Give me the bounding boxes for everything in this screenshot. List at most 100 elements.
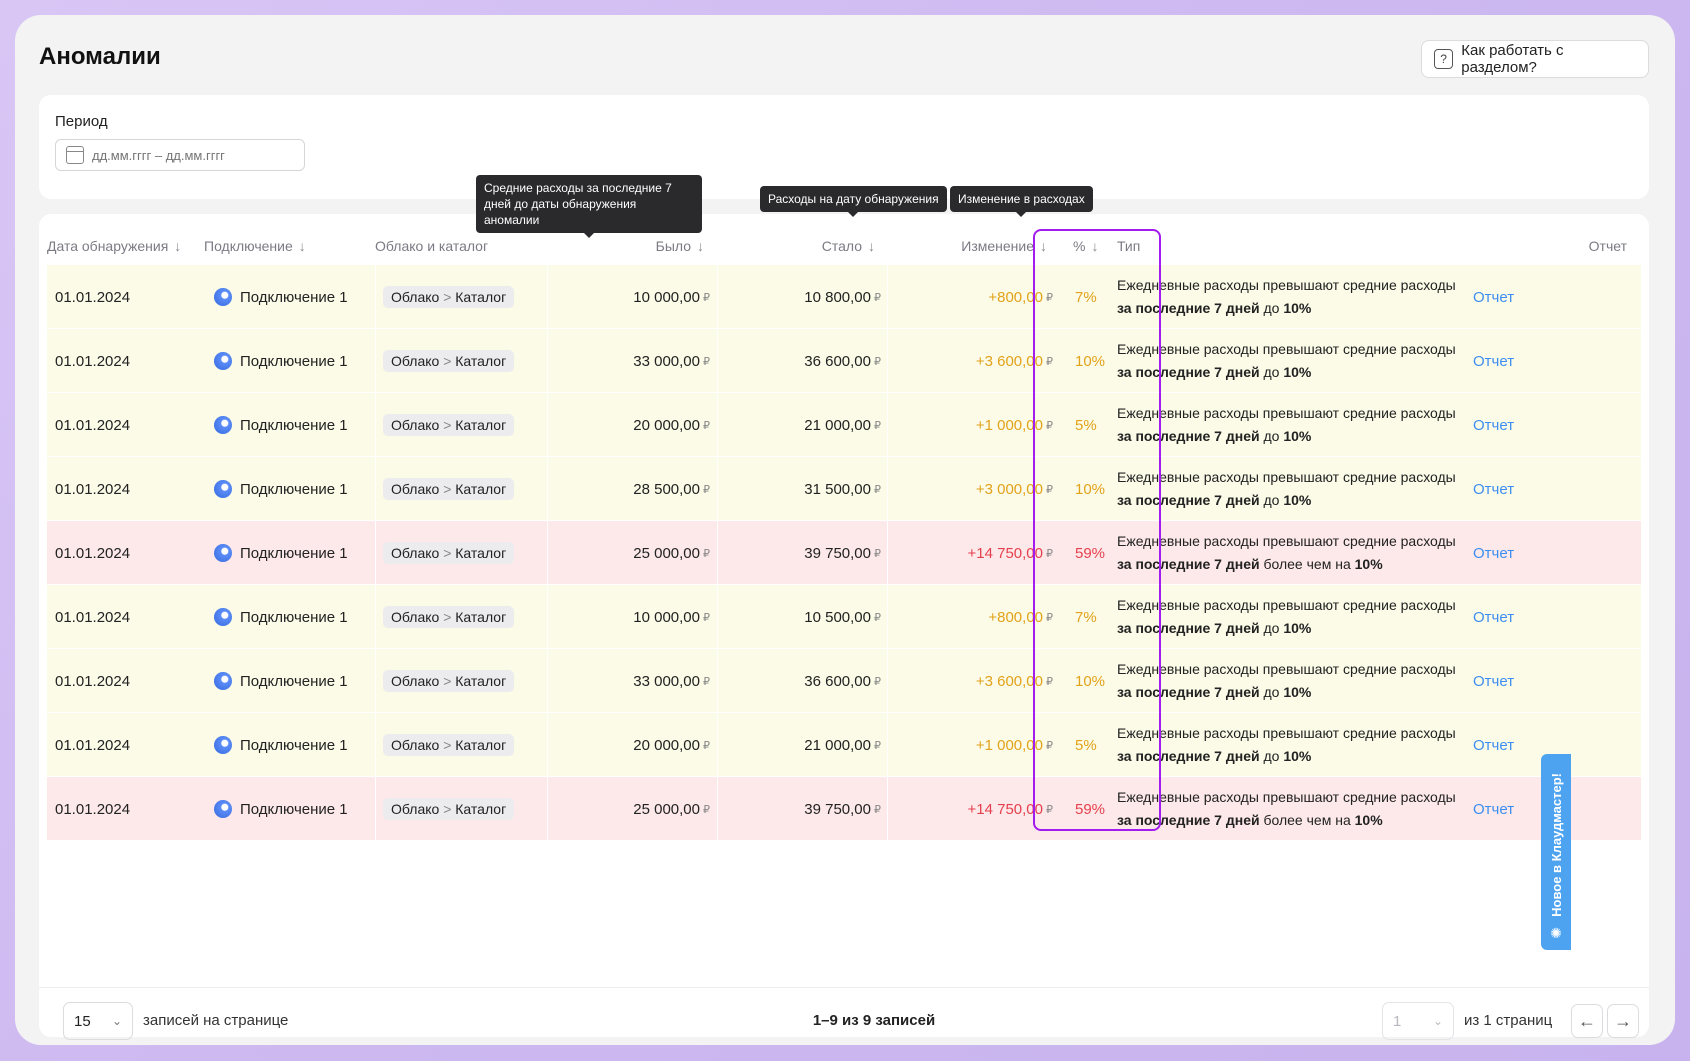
catalog-name: Каталог <box>455 289 507 305</box>
cell-cloud: Облако > Каталог <box>383 393 515 457</box>
type-text-main: Ежедневные расходы превышают средние рас… <box>1117 469 1456 485</box>
column-divider <box>375 457 376 520</box>
ruble-icon: ₽ <box>703 803 710 816</box>
cell-report: Отчет <box>1473 393 1514 457</box>
column-divider <box>717 393 718 456</box>
column-divider <box>375 649 376 712</box>
table-body: 01.01.2024 Подключение 1 Облако > Каталог 1… <box>47 265 1641 841</box>
type-description: Ежедневные расходы превышают средние рас… <box>1117 274 1487 320</box>
prev-page-button[interactable]: ← <box>1571 1004 1603 1038</box>
cell-report: Отчет <box>1473 521 1514 585</box>
help-button[interactable]: ? Как работать с разделом? <box>1421 40 1649 78</box>
page-value: 1 <box>1393 1012 1402 1030</box>
cell-became: 39 750,00 ₽ <box>717 777 881 841</box>
column-divider <box>547 777 548 840</box>
type-text-threshold: 10% <box>1283 364 1312 380</box>
type-text-mid: до <box>1259 492 1284 508</box>
report-link[interactable]: Отчет <box>1473 608 1515 626</box>
ruble-icon: ₽ <box>703 675 710 688</box>
records-count: 1–9 из 9 записей <box>812 1012 936 1029</box>
cell-percent: 5% <box>1075 416 1097 434</box>
ruble-icon: ₽ <box>703 611 710 624</box>
sort-arrow-icon: ↓ <box>1091 238 1099 254</box>
cell-change: +14 750,00 ₽ <box>897 521 1054 585</box>
cell-was: 20 000,00 ₽ <box>547 713 710 777</box>
period-date-range[interactable] <box>55 139 305 171</box>
sort-arrow-icon: ↓ <box>1040 238 1047 254</box>
catalog-name: Каталог <box>455 609 507 625</box>
column-divider <box>547 649 548 712</box>
type-text-threshold: 10% <box>1283 748 1312 764</box>
report-link[interactable]: Отчет <box>1473 480 1515 498</box>
page-select[interactable]: 1 ⌄ <box>1382 1002 1454 1040</box>
cell-was: 20 000,00 ₽ <box>547 393 710 457</box>
ruble-icon: ₽ <box>1046 483 1053 496</box>
cell-was: 28 500,00 ₽ <box>547 457 710 521</box>
period-input[interactable] <box>92 147 282 163</box>
cell-became: 10 800,00 ₽ <box>717 265 881 329</box>
chevron-right-icon: > <box>439 481 456 497</box>
ruble-icon: ₽ <box>703 739 710 752</box>
report-link[interactable]: Отчет <box>1473 288 1515 306</box>
col-date-label: Дата обнаружения <box>47 238 169 254</box>
cell-change: +800,00 ₽ <box>897 265 1053 329</box>
type-text-threshold: 10% <box>1283 620 1312 636</box>
per-page-select[interactable]: 15 ⌄ <box>63 1002 133 1040</box>
report-link[interactable]: Отчет <box>1473 672 1515 690</box>
report-link[interactable]: Отчет <box>1473 736 1515 754</box>
change-value: +3 000,00 <box>975 480 1043 498</box>
cloud-name: Облако <box>391 545 440 561</box>
report-link[interactable]: Отчет <box>1473 800 1515 818</box>
cell-date: 01.01.2024 <box>55 800 131 818</box>
cell-connection: Подключение 1 <box>214 265 348 329</box>
connection-name: Подключение 1 <box>240 800 348 818</box>
report-link[interactable]: Отчет <box>1473 544 1515 562</box>
ruble-icon: ₽ <box>1046 547 1053 560</box>
next-page-button[interactable]: → <box>1607 1004 1639 1038</box>
column-divider <box>547 457 548 520</box>
column-divider <box>887 777 888 840</box>
connection-name: Подключение 1 <box>240 672 348 690</box>
change-value: +14 750,00 <box>967 544 1044 562</box>
became-value: 21 000,00 <box>804 416 871 434</box>
chevron-right-icon: > <box>439 673 456 689</box>
col-was[interactable]: Было ↓ <box>547 228 704 264</box>
cell-percent: 7% <box>1075 288 1097 306</box>
cell-connection: Подключение 1 <box>214 649 348 713</box>
ruble-icon: ₽ <box>874 547 881 560</box>
column-divider <box>717 777 718 840</box>
report-link[interactable]: Отчет <box>1473 416 1515 434</box>
column-divider <box>717 585 718 648</box>
type-text-period: за последние 7 дней <box>1117 428 1260 444</box>
ruble-icon: ₽ <box>874 419 881 432</box>
type-text-threshold: 10% <box>1283 684 1312 700</box>
col-percent[interactable]: % ↓ <box>1073 228 1098 264</box>
type-text-mid: более чем на <box>1259 812 1355 828</box>
connection-icon <box>214 672 232 690</box>
ruble-icon: ₽ <box>703 355 710 368</box>
per-page-value: 15 <box>74 1012 91 1030</box>
column-divider <box>887 713 888 776</box>
column-divider <box>717 713 718 776</box>
chevron-right-icon: > <box>439 801 456 817</box>
question-icon: ? <box>1434 49 1454 69</box>
type-text-main: Ежедневные расходы превышают средние рас… <box>1117 789 1456 805</box>
ruble-icon: ₽ <box>1046 291 1053 304</box>
col-change-label: Изменение <box>961 238 1034 254</box>
type-text-mid: более чем на <box>1259 556 1355 572</box>
col-became[interactable]: Стало ↓ <box>717 228 875 264</box>
col-change[interactable]: Изменение ↓ <box>897 228 1047 264</box>
pages-label: из 1 страниц <box>1464 1012 1553 1029</box>
cell-connection: Подключение 1 <box>214 521 348 585</box>
col-date[interactable]: Дата обнаружения ↓ <box>47 228 181 264</box>
was-value: 10 000,00 <box>633 288 700 306</box>
lightbulb-icon: ✺ <box>1550 925 1562 941</box>
cell-change: +1 000,00 ₽ <box>897 713 1053 777</box>
connection-icon <box>214 352 232 370</box>
whats-new-tab[interactable]: Новое в Клаудмастер! ✺ <box>1541 754 1571 950</box>
report-link[interactable]: Отчет <box>1473 352 1515 370</box>
type-description: Ежедневные расходы превышают средние рас… <box>1117 466 1487 512</box>
col-connection[interactable]: Подключение ↓ <box>204 228 306 264</box>
connection-name: Подключение 1 <box>240 352 348 370</box>
type-description: Ежедневные расходы превышают средние рас… <box>1117 402 1487 448</box>
